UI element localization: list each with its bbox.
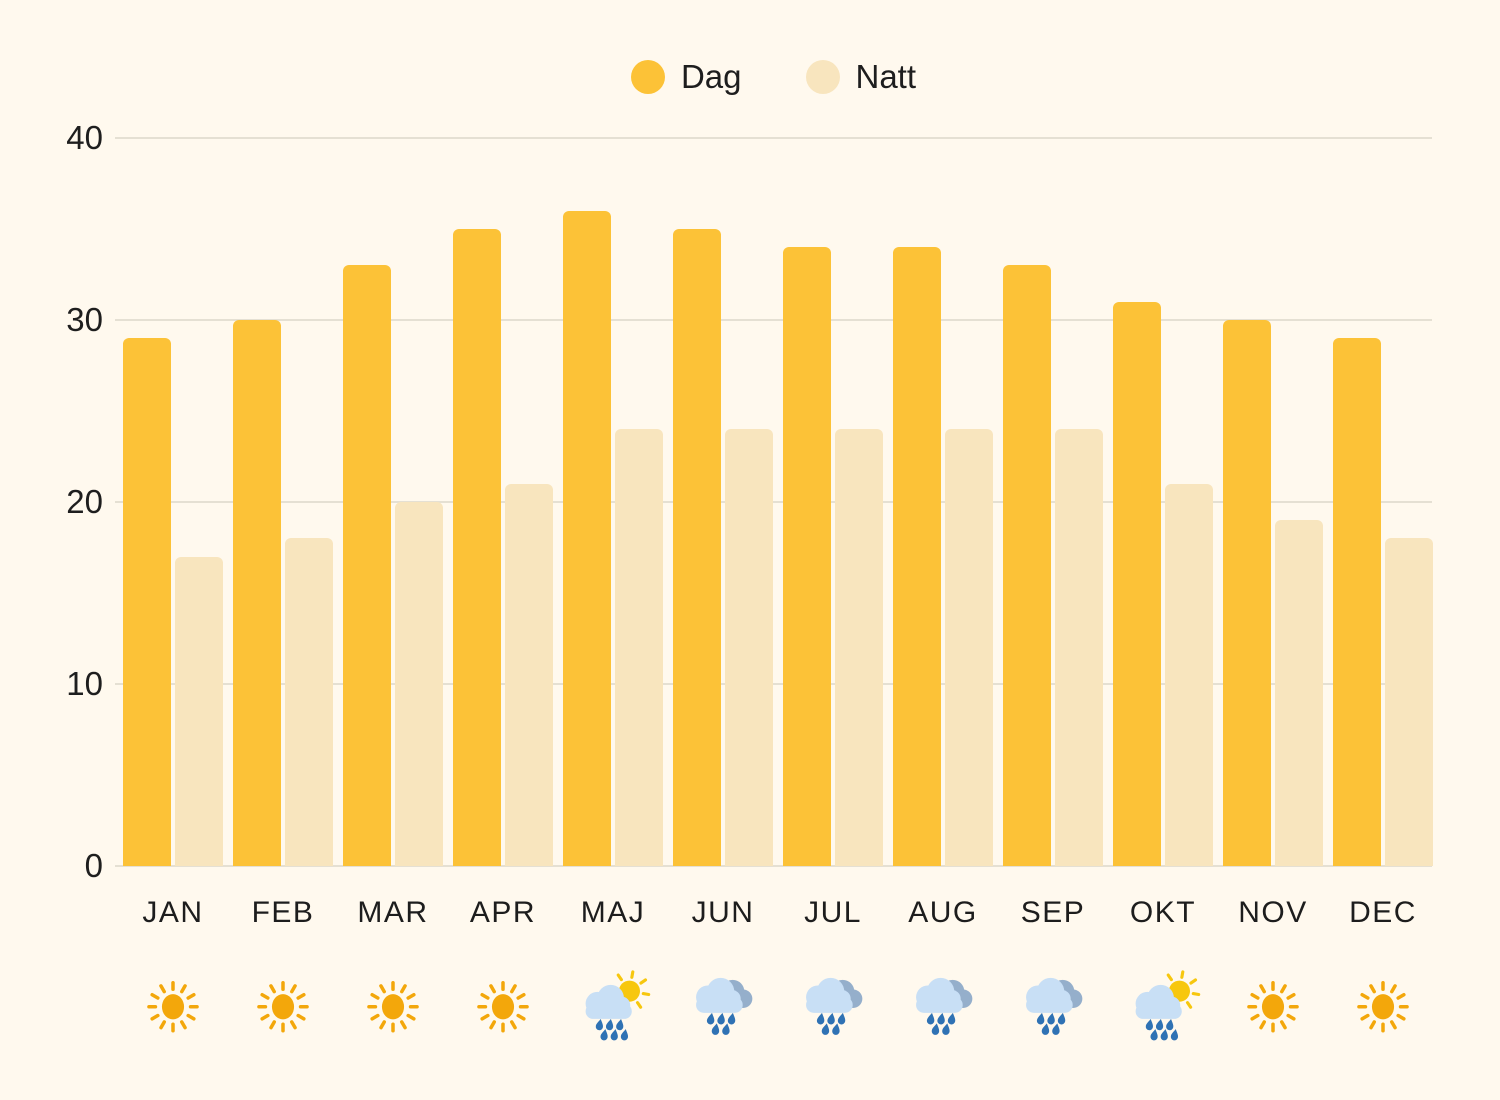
y-axis-tick-label-30: 30	[66, 301, 103, 338]
sun-icon	[345, 970, 441, 1042]
rain-cloud-icon	[895, 970, 991, 1042]
x-axis-label-maj: MAJ	[580, 896, 646, 929]
rain-cloud-icon	[785, 970, 881, 1042]
bar-natt-apr	[505, 483, 553, 866]
bar-dag-apr	[453, 229, 501, 866]
bar-natt-sep	[1055, 429, 1103, 866]
legend-item-dag: Dag	[630, 58, 742, 95]
bar-dag-jun	[673, 229, 721, 866]
bar-natt-jun	[725, 429, 773, 866]
legend-dag-label: Dag	[680, 58, 742, 95]
sun-rain-cloud-icon	[565, 970, 661, 1042]
chart-legend: Dag Natt	[115, 55, 1432, 99]
bar-dag-nov	[1223, 320, 1271, 866]
bar-natt-jan	[175, 556, 223, 866]
x-axis-label-nov: NOV	[1238, 896, 1308, 929]
sun-icon	[455, 970, 551, 1042]
bar-dag-sep	[1003, 265, 1051, 866]
x-axis-label-mar: MAR	[357, 896, 429, 929]
x-axis-label-okt: OKT	[1129, 896, 1197, 929]
legend-dag-dot-icon	[630, 60, 665, 94]
rain-cloud-icon	[1005, 970, 1101, 1042]
sun-rain-cloud-icon	[1115, 970, 1211, 1042]
x-axis-label-apr: APR	[469, 896, 537, 929]
gridline-10	[115, 683, 1432, 685]
legend-natt-dot-icon	[805, 60, 840, 94]
legend-natt-label: Natt	[855, 58, 917, 95]
bar-dag-jul	[783, 247, 831, 866]
x-axis-label-feb: FEB	[251, 896, 315, 929]
bar-dag-okt	[1113, 301, 1161, 866]
gridline-40	[115, 137, 1432, 139]
x-axis-label-aug: AUG	[908, 896, 978, 929]
bar-dag-maj	[563, 210, 611, 866]
bar-natt-okt	[1165, 483, 1213, 866]
legend-item-natt: Natt	[805, 58, 917, 95]
sun-icon	[1225, 970, 1321, 1042]
rain-cloud-icon	[675, 970, 771, 1042]
gridline-20	[115, 501, 1432, 503]
bar-natt-nov	[1275, 520, 1323, 866]
bar-dag-jan	[123, 338, 171, 866]
bar-dag-dec	[1333, 338, 1381, 866]
x-axis-label-jun: JUN	[691, 896, 755, 929]
sun-icon	[1335, 970, 1431, 1042]
bar-natt-jul	[835, 429, 883, 866]
y-axis-tick-label-10: 10	[66, 665, 103, 702]
y-axis-tick-label-0: 0	[84, 847, 103, 884]
x-axis-label-dec: DEC	[1349, 896, 1417, 929]
bar-natt-dec	[1385, 538, 1433, 866]
bar-dag-mar	[343, 265, 391, 866]
bar-natt-feb	[285, 538, 333, 866]
y-axis-tick-label-40: 40	[66, 119, 103, 156]
x-axis-label-jan: JAN	[142, 896, 204, 929]
sun-icon	[235, 970, 331, 1042]
gridline-30	[115, 319, 1432, 321]
sun-icon	[125, 970, 221, 1042]
bar-dag-aug	[893, 247, 941, 866]
x-axis-label-sep: SEP	[1020, 896, 1086, 929]
gridline-0	[115, 865, 1432, 867]
y-axis-tick-label-20: 20	[66, 483, 103, 520]
bar-natt-aug	[945, 429, 993, 866]
bar-natt-mar	[395, 502, 443, 866]
bar-dag-feb	[233, 320, 281, 866]
bar-natt-maj	[615, 429, 663, 866]
x-axis-label-jul: JUL	[804, 896, 862, 929]
